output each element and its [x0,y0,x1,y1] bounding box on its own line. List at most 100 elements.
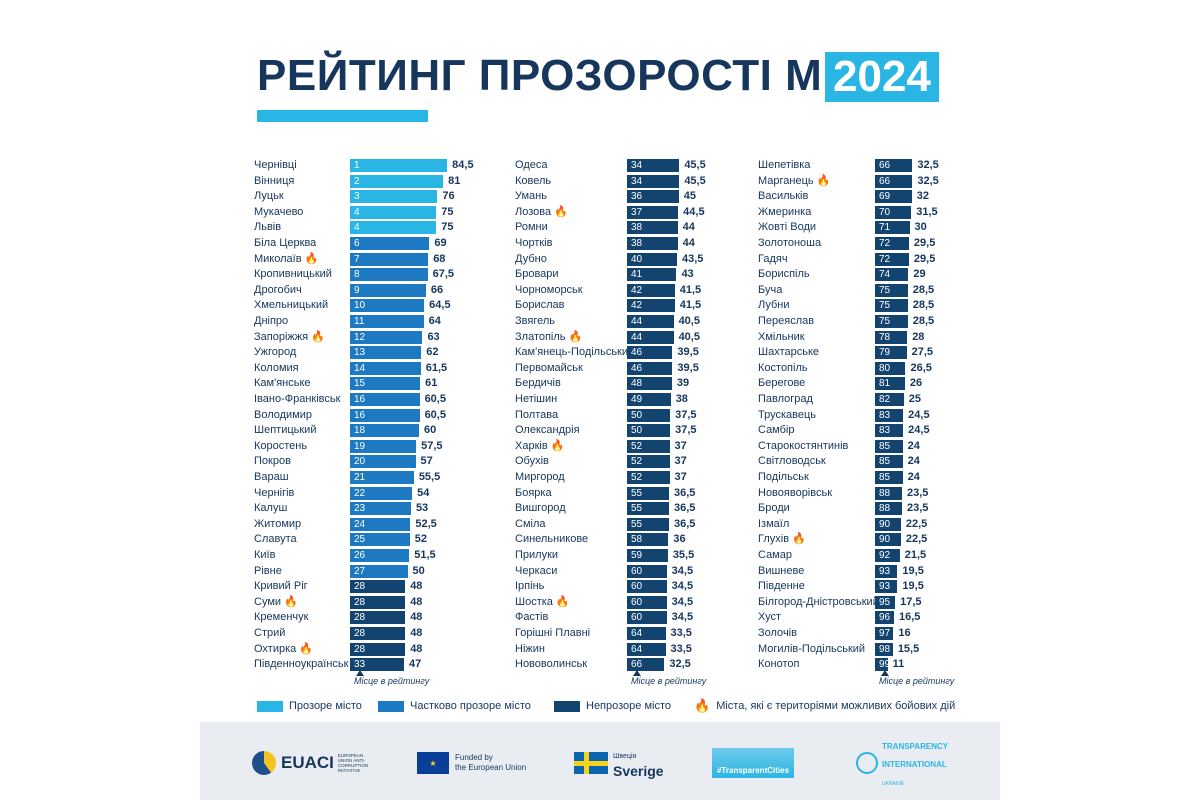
ranking-row: Південноукраїнськ 33 47 [0,657,1200,672]
rank-label: 20 [354,456,366,468]
ranking-row: Південне 93 19,5 [0,579,1200,594]
ranking-row: Золотоноша 72 29,5 [0,236,1200,251]
rank-label: 8 [354,269,360,281]
ranking-row: Кам'янське 15 61 [0,376,1200,391]
score-bar [350,377,421,391]
ranking-row: Славута 25 52 [0,532,1200,547]
score-label: 32,5 [669,658,691,671]
score-bar [627,486,669,500]
score-bar [875,190,912,204]
score-bar [350,346,422,360]
score-bar [875,439,903,453]
ranking-row: Боярка 55 36,5 [0,486,1200,501]
score-bar [875,268,909,282]
score-label: 16,5 [898,611,921,624]
ranking-row: Умань 36 45 [0,189,1200,204]
city-name: Мукачево [254,205,304,218]
ti-line2: INTERNATIONAL [882,760,947,769]
score-bar [350,502,411,516]
rank-label: 88 [879,487,891,499]
city-name: Вінниця [254,174,295,187]
city-name: Львів [254,221,282,234]
score-bar [875,517,901,531]
ranking-row: Київ 26 51,5 [0,548,1200,563]
city-name: Покров [254,455,291,468]
city-name: Глухів 🔥 [758,533,806,546]
city-name: Лозова 🔥 [515,205,568,218]
ranking-row: Шепетівка 66 32,5 [0,158,1200,173]
rank-label: 10 [354,300,366,312]
score-bar [627,393,671,406]
ranking-row: Суми 🔥 28 48 [0,595,1200,610]
city-name: Ізмаїл [758,517,790,530]
city-name: Гадяч [758,252,788,265]
ranking-row: Новояворівськ 88 23,5 [0,486,1200,501]
rank-label: 3 [354,191,360,203]
score-label: 67,5 [432,268,455,281]
ranking-row: Бориспіль 74 29 [0,267,1200,282]
city-name: Вараш [254,471,289,483]
score-label: 37 [674,471,687,483]
ranking-row: Запоріжжя 🔥 12 63 [0,330,1200,345]
score-bar [875,159,913,172]
rank-label: 4 [354,206,360,218]
fire-icon: 🔥 [554,205,568,218]
ranking-row: Жмеринка 70 31,5 [0,205,1200,220]
rank-label: 11 [354,316,365,327]
rank-label: 50 [631,409,643,421]
sweden-big: Sverige [613,763,664,779]
score-label: 48 [410,627,423,639]
score-bar [627,361,673,375]
city-name: Бердичів [515,377,561,390]
rank-label: 59 [631,550,643,561]
ranking-row: Самар 92 21,5 [0,548,1200,563]
sweden-small: Швеція [613,753,637,760]
rank-label: 93 [879,565,891,577]
score-bar [350,159,448,172]
rank-label: 52 [631,440,643,452]
legend-label-fire: Міста, які є територіями можливих бойови… [716,700,956,712]
city-name: Кам'янець-Подільський [515,346,635,359]
rank-label: 55 [631,503,643,515]
eu-flag-icon: ★ [417,752,449,774]
city-name: Новояворівськ [758,486,833,499]
city-name: Хуст [758,611,782,624]
score-bar [875,455,903,469]
legend: Прозоре місто Частково прозоре місто Неп… [0,698,1200,718]
rank-label: 28 [354,596,366,608]
ranking-row: Біла Церква 6 69 [0,236,1200,251]
score-bar [627,549,668,562]
score-bar [350,517,411,531]
city-name: Броди [758,502,790,515]
fire-icon: 🔥 [284,595,298,608]
score-bar [627,455,670,469]
ranking-row: Нововолинськ 66 32,5 [0,657,1200,672]
city-name: Біла Церква [254,237,317,249]
rank-label: 41 [631,269,643,281]
score-label: 68 [433,252,446,265]
score-label: 34,5 [671,611,694,624]
ranking-row: Синельникове 58 36 [0,532,1200,547]
city-name: Златопіль 🔥 [515,330,583,343]
score-label: 28,5 [912,283,935,296]
city-name: Ковель [515,174,552,187]
score-bar [627,424,671,438]
rank-label: 28 [354,643,366,655]
city-name: Синельникове [515,533,589,546]
score-label: 41,5 [679,283,702,296]
ranking-row: Нетішин 49 38 [0,392,1200,407]
score-bar [875,283,908,297]
rank-arrow-icon [356,670,364,676]
ranking-row: Старокостянтинів 85 24 [0,439,1200,454]
rank-label: 88 [879,503,891,515]
score-bar [627,221,678,235]
rank-label: 22 [354,487,366,499]
rank-label: 28 [354,581,366,593]
city-name: Калуш [254,502,288,515]
ranking-row: Первомайськ 46 39,5 [0,361,1200,376]
rank-caption: Місце в рейтингу [631,676,707,686]
city-name: Володимир [254,408,313,421]
score-bar [875,205,912,219]
ranking-row: Броди 88 23,5 [0,501,1200,516]
rank-label: 60 [631,612,643,624]
